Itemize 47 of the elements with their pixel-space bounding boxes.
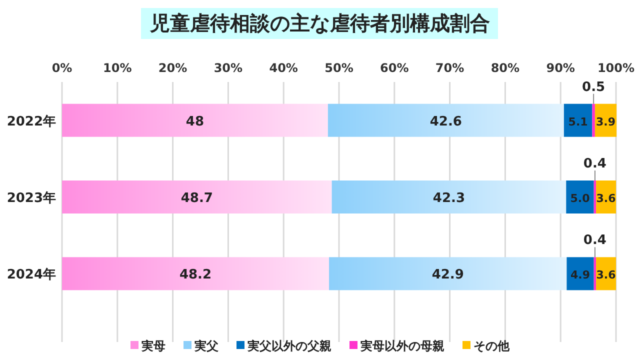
data-label: 42.3 <box>432 191 466 206</box>
data-label: 42.9 <box>432 268 464 283</box>
data-label: 0.4 <box>583 233 606 248</box>
data-label: 0.5 <box>582 80 606 95</box>
x-tick-label: 40% <box>269 61 298 75</box>
legend-label: 実父以外の父親 <box>246 339 332 353</box>
bar <box>62 257 330 290</box>
legend-label: その他 <box>474 339 510 353</box>
bar <box>328 104 564 137</box>
data-label: 48.2 <box>179 268 212 283</box>
bar <box>566 257 594 290</box>
data-label: 3.6 <box>596 268 616 282</box>
legend-label: 実父 <box>194 339 218 353</box>
y-tick-label: 2022年 <box>6 114 56 130</box>
data-label: 48 <box>186 114 204 130</box>
bar <box>329 257 567 290</box>
x-tick-label: 80% <box>490 61 520 75</box>
bar <box>566 180 594 214</box>
data-label: 3.9 <box>596 115 616 128</box>
x-tick-label: 70% <box>435 61 464 75</box>
bar <box>62 180 332 214</box>
x-tick-label: 10% <box>103 61 132 75</box>
x-tick-label: 60% <box>380 61 409 75</box>
y-tick-label: 2023年 <box>6 191 56 206</box>
data-label: 48.7 <box>180 191 213 206</box>
x-tick-label: 0% <box>52 61 72 75</box>
data-label: 5.0 <box>570 192 590 205</box>
bar <box>594 180 596 214</box>
data-label: 5.1 <box>568 115 588 128</box>
x-tick-label: 20% <box>158 61 188 75</box>
bar <box>564 104 592 137</box>
data-label: 3.6 <box>596 192 616 205</box>
x-tick-label: 100% <box>597 61 635 75</box>
x-tick-label: 50% <box>324 61 354 75</box>
chart-title: 児童虐待相談の主な虐待者別構成割合 <box>149 11 490 35</box>
bar <box>592 104 595 137</box>
bar <box>332 180 566 214</box>
data-label: 0.4 <box>583 156 606 172</box>
data-label: 42.6 <box>430 114 462 130</box>
bar <box>594 257 596 290</box>
y-tick-label: 2024年 <box>6 268 56 283</box>
x-tick-label: 30% <box>214 61 243 75</box>
legend-label: 実母 <box>140 339 166 353</box>
x-tick-label: 90% <box>546 61 575 75</box>
data-label: 4.9 <box>570 268 590 282</box>
legend-label: 実母以外の母親 <box>360 339 444 353</box>
bar <box>62 104 328 137</box>
